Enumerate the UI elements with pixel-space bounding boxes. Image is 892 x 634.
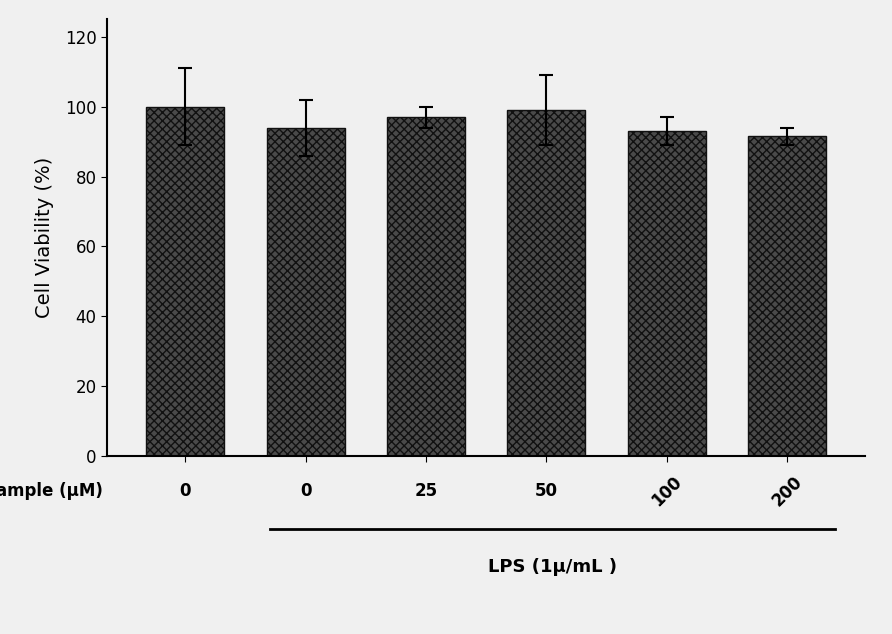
Text: Sample (μM): Sample (μM) (0, 482, 103, 500)
Text: 0: 0 (300, 482, 311, 500)
Bar (747, 136, 826, 456)
Text: 0: 0 (179, 482, 191, 500)
Bar (508, 110, 585, 456)
Bar (146, 107, 225, 456)
Text: LPS (1μ/mL ): LPS (1μ/mL ) (488, 559, 617, 576)
Text: 50: 50 (535, 482, 558, 500)
Bar (267, 127, 344, 456)
Text: 100: 100 (648, 473, 685, 510)
Text: 25: 25 (415, 482, 438, 500)
Bar (387, 117, 465, 456)
Text: 200: 200 (768, 473, 805, 510)
Bar (628, 131, 706, 456)
Y-axis label: Cell Viability (%): Cell Viability (%) (35, 157, 54, 318)
